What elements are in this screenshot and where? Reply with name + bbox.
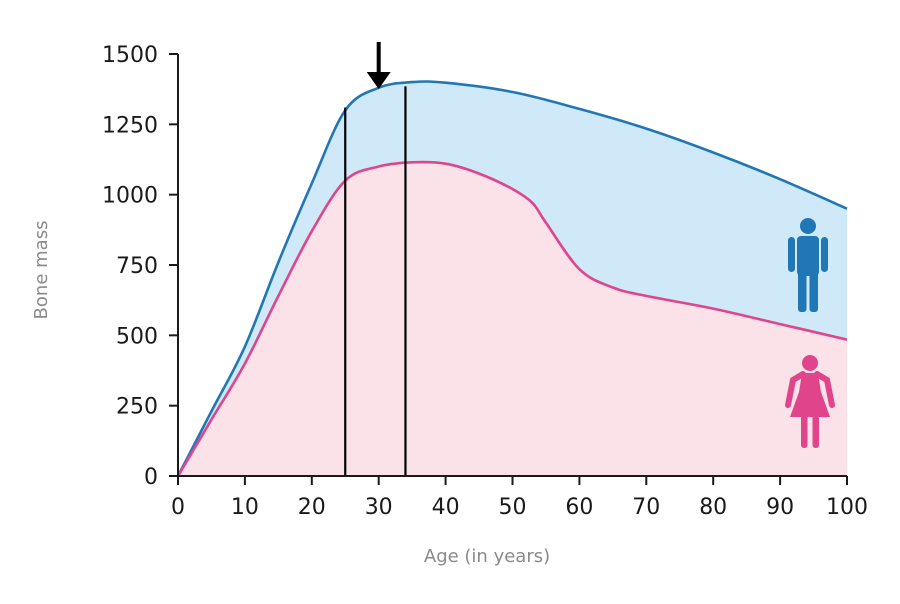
x-tick-label: 60 [565,495,593,520]
icons [785,218,835,448]
y-tick-label: 0 [144,465,158,490]
y-tick-label: 1250 [102,113,158,138]
x-tick-label: 0 [171,495,185,520]
x-tick-label: 20 [298,495,326,520]
x-axis-title: Age (in years) [424,546,550,567]
x-tick-label: 10 [231,495,259,520]
series-line-1 [176,80,848,477]
y-axis-title: Bone mass [31,221,52,320]
y-tick-label: 750 [116,254,158,279]
y-tick-label: 1500 [102,43,158,68]
axes: 0 10 20 30 40 50 60 70 80 90 100025050075010001250… [102,43,868,520]
male-figure-icon [788,218,828,312]
x-tick-label: 40 [432,495,460,520]
x-tick-label: 70 [632,495,660,520]
annotations [344,42,407,476]
y-tick-label: 250 [116,395,158,420]
series-line-2 [176,160,848,477]
x-tick-label: 80 [699,495,727,520]
x-tick-label: 90 [766,495,794,520]
peak-arrow-head [366,72,391,89]
x-tick-label: 100 [826,495,868,520]
x-tick-label: 30 [365,495,393,520]
x-tick-label: 50 [499,495,527,520]
plot-areas [178,81,847,477]
y-tick-label: 1000 [102,184,158,209]
plot-lines [176,80,848,477]
female-figure-icon [785,355,835,448]
y-tick-label: 500 [116,324,158,349]
